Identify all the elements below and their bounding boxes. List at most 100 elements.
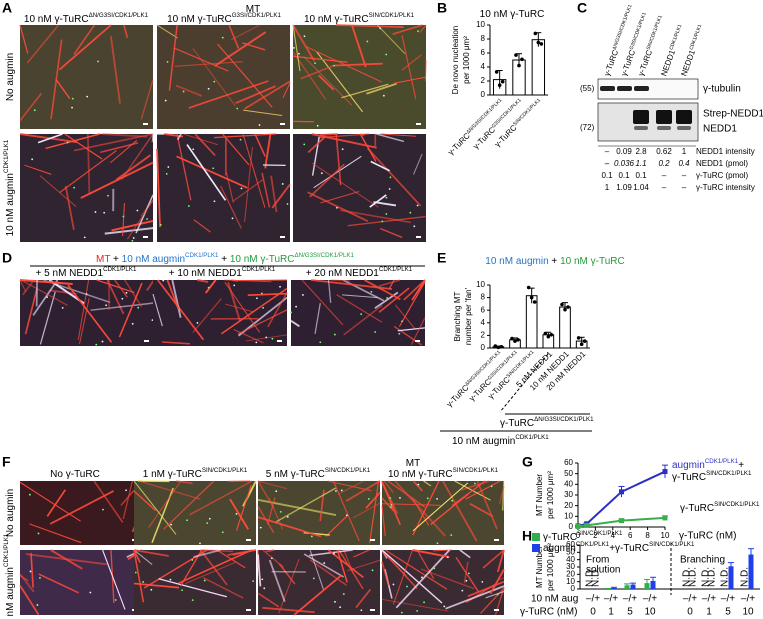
y-tick-label: 0	[481, 343, 486, 352]
x-tick-label: 1	[706, 607, 712, 618]
microtubule	[353, 549, 370, 558]
y-tick-label: 8	[481, 293, 486, 302]
speckle	[339, 606, 342, 609]
x-tick-label: –/+	[586, 594, 600, 605]
speckle	[213, 80, 216, 83]
speckle	[208, 517, 211, 520]
section-label: From	[586, 555, 609, 566]
speckle	[191, 559, 194, 561]
microtubule	[163, 480, 215, 530]
microtubule	[320, 190, 360, 204]
speckle	[481, 580, 484, 583]
y-tick-label: 10	[476, 280, 485, 289]
microtubule	[133, 549, 145, 603]
microtubule	[381, 551, 407, 577]
speckle	[212, 167, 215, 170]
speckle	[94, 211, 97, 213]
y-axis-label: number per 'fan'	[464, 287, 473, 345]
scale-bar	[246, 539, 251, 541]
speckle	[413, 225, 416, 228]
microtubule	[166, 279, 180, 310]
speckle	[401, 320, 403, 323]
speckle	[379, 27, 382, 30]
text-part: +	[738, 460, 744, 471]
table-cell: 0.62	[656, 147, 672, 156]
microtubule	[395, 549, 451, 609]
row-label: 10 nM aug	[531, 594, 578, 605]
microtubule	[412, 480, 440, 536]
text-part: NEDD1	[659, 48, 677, 77]
text-part: + 20 nM NEDD1	[306, 268, 380, 279]
superscript: CDK1/PLK1	[242, 266, 276, 273]
scale-bar	[277, 340, 282, 342]
legend-swatch	[532, 544, 540, 552]
superscript: SIN/CDK1/PLK1	[645, 14, 663, 50]
speckle	[105, 304, 108, 307]
microtubule	[410, 317, 426, 346]
marker	[662, 469, 668, 475]
speckle	[290, 311, 292, 314]
microtubule	[496, 549, 505, 573]
microtubule	[393, 76, 427, 84]
label: No augmin	[5, 489, 16, 537]
microtubule	[502, 480, 505, 511]
micrograph	[157, 134, 290, 242]
microtubule	[373, 201, 397, 207]
table-cell: –	[682, 171, 687, 180]
microtubule	[193, 549, 221, 558]
microtubule	[257, 480, 275, 509]
speckle	[260, 292, 263, 295]
row-label: γ-TuRC (nM)	[520, 607, 577, 618]
data-point	[516, 338, 520, 342]
microtubule	[77, 279, 90, 341]
microtubule	[242, 133, 266, 208]
data-point	[539, 42, 544, 46]
microtubule	[476, 480, 498, 530]
speckle	[191, 599, 194, 602]
speckle	[490, 485, 493, 488]
microtubule	[381, 505, 386, 537]
row-label: γ-TuRC intensity	[696, 183, 755, 192]
y-tick-label: 10	[566, 577, 575, 586]
scale-bar	[416, 236, 421, 238]
microtubule	[355, 588, 372, 609]
band-label: γ-tubulin	[703, 84, 741, 95]
microtubule	[401, 54, 422, 71]
microtubule	[381, 598, 449, 612]
microtubule	[336, 549, 348, 583]
text-part: γ-TuRC	[619, 49, 637, 78]
panel-letter: G	[522, 454, 533, 470]
speckle	[181, 589, 183, 592]
group-divider	[499, 353, 549, 413]
speckle	[206, 522, 209, 525]
speckle	[341, 148, 344, 151]
scale-bar	[494, 539, 499, 541]
data-point	[514, 53, 518, 57]
superscript: CDK1/PLK1	[515, 434, 549, 441]
scale-bar	[415, 340, 420, 342]
y-tick-label: 0	[569, 522, 574, 531]
text-part: + 10 nM NEDD1	[169, 268, 243, 279]
speckle	[199, 542, 201, 545]
microtubule	[233, 328, 264, 344]
microtubule	[197, 279, 209, 283]
speckle	[275, 490, 278, 493]
text-part: MT	[246, 4, 260, 15]
data-point	[494, 70, 499, 74]
label: 10 nM γ-TuRCG3SI/CDK1/PLK1	[167, 12, 281, 25]
text-part: 10 nM augmin	[5, 173, 16, 236]
data-point	[582, 339, 587, 343]
microtubule	[254, 133, 266, 157]
y-tick-label: 30	[564, 490, 573, 499]
data-point	[520, 57, 524, 62]
microtubule	[403, 279, 426, 301]
x-tick-label: 10	[742, 607, 754, 618]
microtubule	[231, 24, 260, 41]
x-tick-label: 6	[628, 531, 633, 540]
speckle	[235, 512, 238, 515]
y-axis-label: Branching MT	[453, 291, 462, 341]
legend-label: γ-TuRCSIN/CDK1/PLK1	[543, 530, 623, 543]
speckle	[366, 40, 369, 43]
speckle	[385, 53, 388, 56]
microtubule	[99, 142, 139, 154]
